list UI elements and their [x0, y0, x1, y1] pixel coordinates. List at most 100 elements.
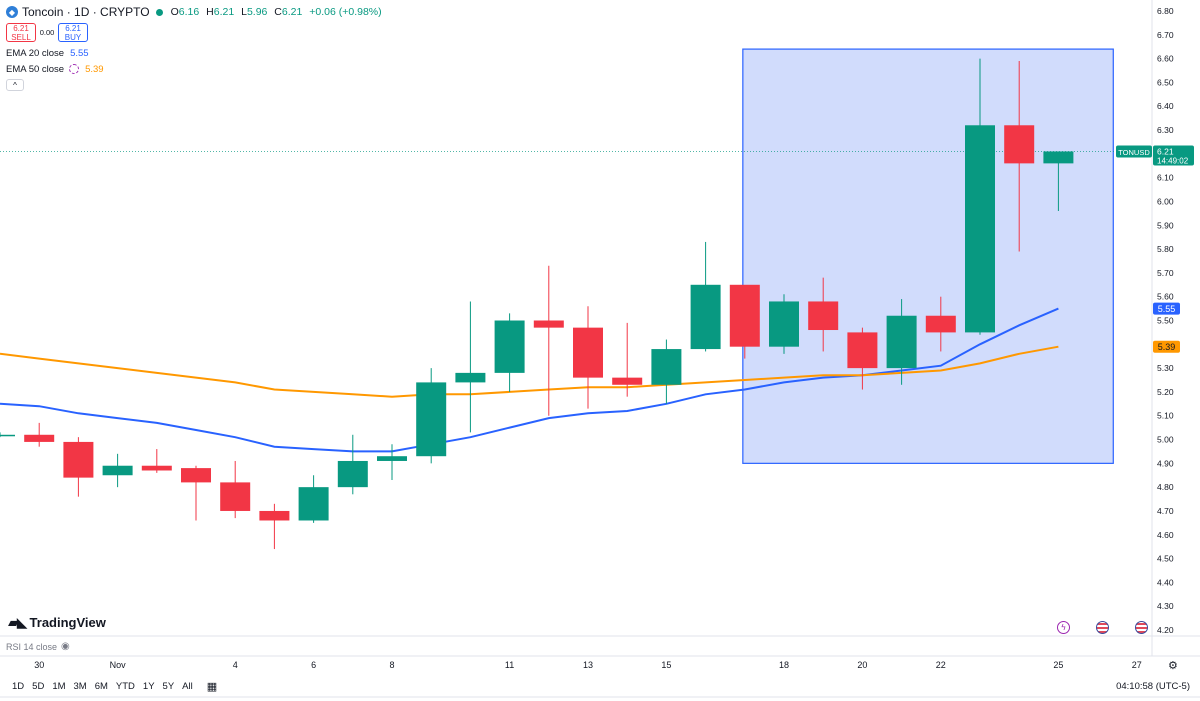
range-button-1y[interactable]: 1Y	[142, 680, 155, 692]
candle-body	[24, 434, 55, 442]
range-button-ytd[interactable]: YTD	[115, 680, 135, 692]
eye-icon[interactable]: ◉	[61, 641, 70, 652]
x-tick-label: 25	[1053, 660, 1063, 670]
candle	[533, 265, 564, 416]
y-tick-label: 6.10	[1157, 173, 1174, 183]
us-flag-icon[interactable]	[1096, 621, 1109, 634]
x-tick-label: 6	[311, 660, 316, 670]
candle	[573, 306, 603, 409]
chart-legend: ◆ Toncoin · 1D · CRYPTO O6.16 H6.21 L5.9…	[6, 4, 386, 91]
y-tick-label: 6.60	[1157, 54, 1174, 64]
candle-body	[808, 301, 839, 331]
candle	[729, 284, 760, 359]
y-tick-label: 6.50	[1157, 77, 1174, 87]
y-tick-label: 5.80	[1157, 244, 1174, 254]
y-tick-label: 4.50	[1157, 554, 1174, 564]
indicator-ema20[interactable]: EMA 20 close 5.55	[6, 47, 89, 59]
y-tick-label: 5.20	[1157, 387, 1174, 397]
range-button-1m[interactable]: 1M	[52, 680, 66, 692]
symbol-title[interactable]: Toncoin · 1D · CRYPTO	[22, 5, 150, 19]
bottom-toolbar: 1D 5D 1M 3M 6M YTD 1Y 5Y All ▦ 04:10:58 …	[0, 676, 1200, 696]
y-tick-label: 6.00	[1157, 196, 1174, 206]
buy-button[interactable]: 6.21 BUY	[58, 23, 88, 42]
candle	[651, 339, 682, 404]
candle	[0, 432, 15, 438]
candle-body	[455, 372, 486, 383]
us-flag-icon[interactable]	[1135, 621, 1148, 634]
ema-price-tag-label: 5.39	[1158, 342, 1176, 352]
ohlc-low: 5.96	[246, 6, 268, 18]
y-tick-label: 5.90	[1157, 220, 1174, 230]
candle-body	[298, 487, 329, 521]
candle	[24, 422, 55, 447]
candle-body	[533, 320, 564, 328]
y-tick-label: 4.60	[1157, 530, 1174, 540]
range-button-5y[interactable]: 5Y	[162, 680, 175, 692]
candle	[102, 453, 133, 488]
lightning-icon[interactable]: ϟ	[1057, 621, 1070, 634]
last-price-tag	[1153, 145, 1194, 166]
x-tick-label: 15	[661, 660, 671, 670]
candle	[808, 277, 839, 352]
candle-body	[1004, 125, 1035, 164]
y-tick-label: 6.40	[1157, 101, 1174, 111]
range-button-6m[interactable]: 6M	[94, 680, 108, 692]
candle-body	[220, 482, 251, 511]
toncoin-icon: ◆	[6, 6, 18, 18]
ohlc-change: +0.06 (+0.98%)	[309, 6, 382, 18]
symbol-tag	[1116, 145, 1152, 158]
candle	[377, 444, 407, 481]
candle	[769, 294, 799, 354]
sell-button[interactable]: 6.21 SELL	[6, 23, 36, 42]
clock-timezone[interactable]: 04:10:58 (UTC-5)	[1116, 680, 1190, 692]
y-tick-label: 5.00	[1157, 435, 1174, 445]
ema-price-tag-label: 5.55	[1158, 304, 1176, 314]
candle	[337, 434, 368, 495]
x-tick-label: 13	[583, 660, 593, 670]
candle-body	[1043, 151, 1074, 164]
y-tick-label: 5.10	[1157, 411, 1174, 421]
candle-body	[965, 125, 995, 333]
gear-icon[interactable]: ⚙	[1168, 660, 1178, 672]
candle	[220, 460, 251, 519]
candle-body	[0, 434, 15, 437]
ohlc-close: 6.21	[281, 6, 303, 18]
symbol-tag-label: TONUSD	[1118, 148, 1150, 157]
candle-body	[612, 377, 643, 385]
last-price-tag-value: 6.21	[1157, 146, 1174, 156]
candle	[690, 241, 721, 352]
candle	[886, 299, 917, 385]
ema-price-tag	[1153, 340, 1180, 353]
range-button-3m[interactable]: 3M	[73, 680, 87, 692]
range-button-all[interactable]: All	[182, 680, 193, 692]
trade-row: 6.21 SELL 0.00 6.21 BUY	[6, 23, 386, 42]
collapse-legend-button[interactable]: ^	[6, 79, 24, 91]
y-tick-label: 5.30	[1157, 363, 1174, 373]
candle	[494, 313, 525, 392]
rsi-indicator-label[interactable]: RSI 14 close ◉	[6, 641, 70, 652]
calendar-icon[interactable]: ▦	[206, 680, 218, 693]
candle-body	[416, 382, 447, 457]
ohlc-high: 6.21	[213, 6, 235, 18]
candle-body	[847, 332, 878, 369]
y-tick-label: 4.40	[1157, 577, 1174, 587]
candle-body	[690, 284, 721, 350]
indicator-ema50[interactable]: EMA 50 close 5.39	[6, 63, 104, 75]
ema-price-tag	[1153, 302, 1180, 315]
countdown-label: 14:49:02	[1157, 156, 1189, 165]
loading-icon	[69, 64, 80, 74]
y-tick-label: 6.70	[1157, 30, 1174, 40]
candle	[416, 368, 447, 464]
tradingview-logo[interactable]: ▰◣ TradingView	[8, 614, 106, 630]
candle	[1043, 151, 1074, 211]
candle	[181, 465, 211, 521]
ema-line-50	[0, 345, 1059, 398]
range-button-5d[interactable]: 5D	[32, 680, 45, 692]
market-status-icon[interactable]	[155, 8, 163, 16]
ohlc-values: O6.16 H6.21 L5.96 C6.21 +0.06 (+0.98%)	[170, 6, 382, 18]
candle-body	[141, 465, 172, 471]
range-button-1d[interactable]: 1D	[12, 680, 25, 692]
candle-body	[259, 510, 290, 521]
y-tick-label: 4.20	[1157, 625, 1174, 635]
